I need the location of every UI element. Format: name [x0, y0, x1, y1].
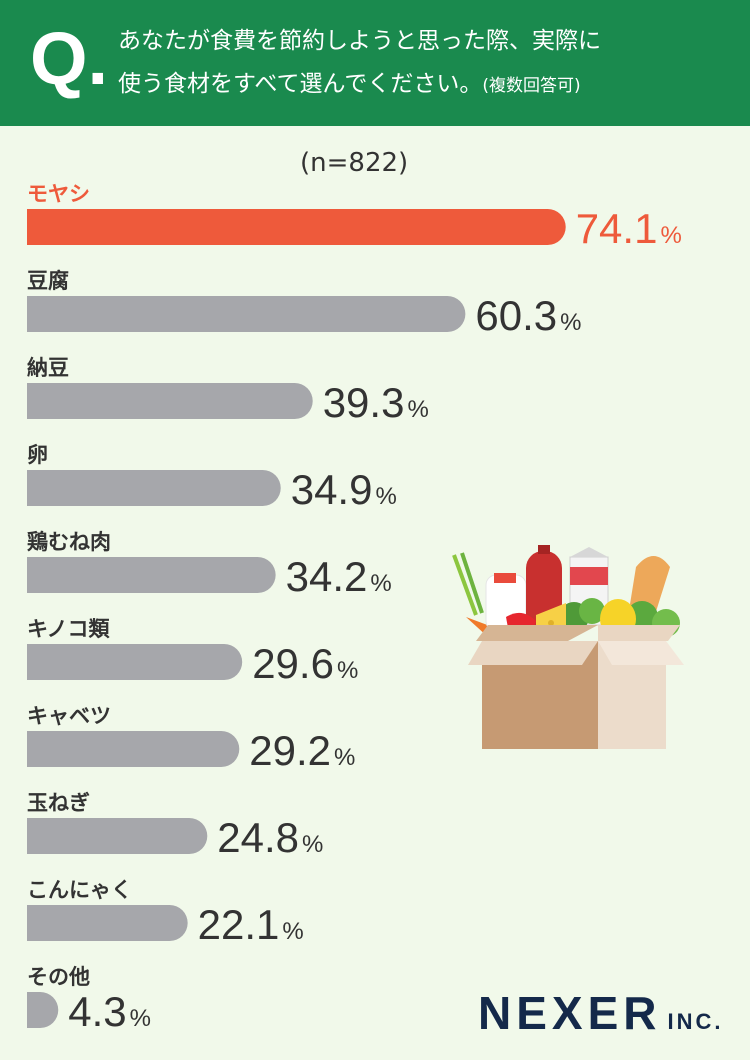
value-label: 34.2%	[286, 553, 392, 600]
value-number: 34.9	[291, 466, 373, 513]
grocery-box-icon	[452, 545, 684, 749]
value-unit: %	[334, 744, 355, 771]
value-label: 74.1%	[576, 205, 682, 252]
value-number: 39.3	[323, 379, 405, 426]
value-label: 39.3%	[323, 379, 429, 426]
question-header: Q. あなたが食費を節約しようと思った際、実際に 使う食材をすべて選んでください…	[0, 0, 750, 126]
value-number: 60.3	[475, 292, 557, 339]
value-label: 22.1%	[198, 901, 304, 948]
brand-suffix: INC.	[667, 1009, 724, 1034]
bar	[27, 644, 243, 680]
question-note: (複数回答可)	[482, 76, 581, 96]
value-number: 29.6	[252, 640, 334, 687]
value-unit: %	[560, 309, 581, 336]
value-unit: %	[282, 918, 303, 945]
bar	[27, 209, 566, 245]
category-label: キャベツ	[27, 704, 111, 728]
value-unit: %	[370, 570, 391, 597]
value-unit: %	[337, 657, 358, 684]
category-label: モヤシ	[27, 182, 90, 206]
category-label: 卵	[27, 443, 48, 467]
value-label: 29.6%	[252, 640, 358, 687]
category-label: その他	[27, 965, 90, 989]
category-label: 納豆	[27, 356, 69, 380]
question-line-2-text: 使う食材をすべて選んでください。	[118, 71, 483, 97]
bar	[27, 383, 313, 419]
category-label: 豆腐	[27, 269, 69, 293]
question-line-1: あなたが食費を節約しようと思った際、実際に	[118, 28, 601, 54]
bar	[27, 818, 208, 854]
category-label: キノコ類	[27, 617, 111, 641]
value-unit: %	[302, 831, 323, 858]
value-unit: %	[660, 222, 681, 249]
value-label: 24.8%	[217, 814, 323, 861]
value-label: 34.9%	[291, 466, 397, 513]
value-number: 4.3	[68, 988, 126, 1035]
sample-size-label: (n=822)	[300, 148, 409, 178]
bar	[27, 470, 281, 506]
value-number: 34.2	[286, 553, 368, 600]
bar	[27, 296, 466, 332]
value-unit: %	[130, 1005, 151, 1032]
value-number: 29.2	[249, 727, 331, 774]
category-label: こんにゃく	[27, 878, 132, 902]
value-unit: %	[407, 396, 428, 423]
bar	[27, 992, 59, 1028]
brand-name: NEXER	[478, 987, 662, 1039]
bar	[27, 905, 188, 941]
question-line-2: 使う食材をすべて選んでください。(複数回答可)	[118, 73, 581, 96]
q-mark: Q.	[30, 17, 109, 100]
value-number: 22.1	[198, 901, 280, 948]
value-number: 24.8	[217, 814, 299, 861]
category-label: 鶏むね肉	[27, 530, 111, 554]
value-label: 29.2%	[249, 727, 355, 774]
value-unit: %	[375, 483, 396, 510]
category-label: 玉ねぎ	[27, 791, 90, 815]
value-label: 4.3%	[68, 988, 151, 1035]
value-number: 74.1	[576, 205, 658, 252]
value-label: 60.3%	[475, 292, 581, 339]
brand-logo: NEXER INC.	[478, 990, 723, 1036]
bar	[27, 557, 276, 593]
bar	[27, 731, 240, 767]
